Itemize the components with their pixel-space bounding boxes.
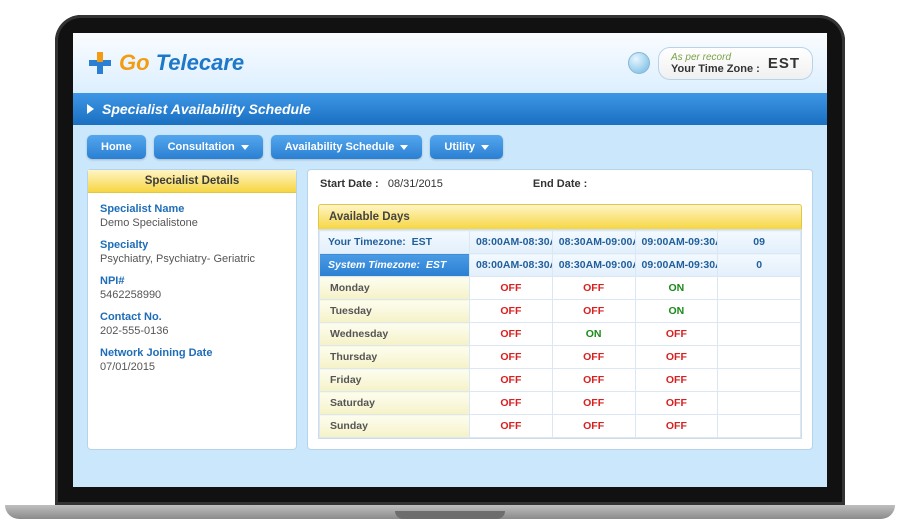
timezone-label: Your Time Zone : bbox=[671, 63, 760, 75]
day-cell: Sunday bbox=[320, 415, 470, 438]
availability-cell[interactable]: OFF bbox=[552, 415, 635, 438]
specialist-details-panel: Specialist Details Specialist Name Demo … bbox=[87, 169, 297, 450]
nav-consultation[interactable]: Consultation bbox=[154, 135, 263, 159]
globe-icon bbox=[628, 52, 650, 74]
arrow-right-icon bbox=[87, 104, 94, 114]
label-join-date: Network Joining Date bbox=[100, 347, 284, 359]
availability-cell[interactable] bbox=[718, 369, 801, 392]
timezone-box: As per record Your Time Zone : EST bbox=[658, 47, 813, 80]
slot-header: 08:00AM-08:30AM bbox=[470, 231, 553, 254]
start-date-value: 08/31/2015 bbox=[388, 178, 443, 190]
app-screen: Go Telecare As per record Your Time Zone… bbox=[73, 33, 827, 487]
logo-icon bbox=[87, 50, 113, 76]
header: Go Telecare As per record Your Time Zone… bbox=[73, 33, 827, 93]
value-specialty: Psychiatry, Psychiatry- Geriatric bbox=[100, 253, 284, 265]
available-days-header: Available Days bbox=[318, 204, 802, 229]
availability-cell[interactable] bbox=[718, 415, 801, 438]
date-filter: Start Date : 08/31/2015 End Date : bbox=[308, 170, 812, 198]
day-cell: Thursday bbox=[320, 346, 470, 369]
availability-cell[interactable]: OFF bbox=[470, 323, 553, 346]
slot-header: 08:30AM-09:00AM bbox=[552, 254, 635, 277]
day-cell: Wednesday bbox=[320, 323, 470, 346]
nav-availability[interactable]: Availability Schedule bbox=[271, 135, 423, 159]
availability-cell[interactable]: OFF bbox=[635, 323, 718, 346]
availability-cell[interactable] bbox=[718, 277, 801, 300]
day-cell: Tuesday bbox=[320, 300, 470, 323]
chevron-down-icon bbox=[400, 145, 408, 150]
availability-cell[interactable] bbox=[718, 392, 801, 415]
availability-cell[interactable]: OFF bbox=[635, 415, 718, 438]
end-date-label: End Date : bbox=[533, 178, 587, 190]
availability-cell[interactable]: OFF bbox=[552, 392, 635, 415]
chevron-down-icon bbox=[481, 145, 489, 150]
laptop-notch bbox=[395, 511, 505, 519]
brand-logo[interactable]: Go Telecare bbox=[87, 50, 244, 76]
label-contact: Contact No. bbox=[100, 311, 284, 323]
schedule-panel: Start Date : 08/31/2015 End Date : Avail… bbox=[307, 169, 813, 450]
page-title: Specialist Availability Schedule bbox=[102, 101, 311, 117]
availability-cell[interactable]: OFF bbox=[552, 346, 635, 369]
nav-home[interactable]: Home bbox=[87, 135, 146, 159]
slot-header: 09:00AM-09:30AM bbox=[635, 231, 718, 254]
timezone-hint: As per record bbox=[671, 52, 760, 63]
availability-cell[interactable]: OFF bbox=[470, 277, 553, 300]
chevron-down-icon bbox=[241, 145, 249, 150]
availability-cell[interactable]: OFF bbox=[552, 300, 635, 323]
user-tz-cell: Your Timezone: EST bbox=[320, 231, 470, 254]
nav-utility[interactable]: Utility bbox=[430, 135, 503, 159]
start-date-label: Start Date : bbox=[320, 178, 379, 190]
availability-cell[interactable]: OFF bbox=[635, 369, 718, 392]
value-npi: 5462258990 bbox=[100, 289, 284, 301]
availability-cell[interactable] bbox=[718, 346, 801, 369]
availability-cell[interactable]: OFF bbox=[635, 392, 718, 415]
availability-cell[interactable]: ON bbox=[635, 300, 718, 323]
slot-header: 09:00AM-09:30AM bbox=[635, 254, 718, 277]
availability-cell[interactable]: OFF bbox=[552, 369, 635, 392]
label-specialist-name: Specialist Name bbox=[100, 203, 284, 215]
nav-bar: Home Consultation Availability Schedule … bbox=[73, 125, 827, 169]
slot-header: 08:30AM-09:00AM bbox=[552, 231, 635, 254]
slot-header: 0 bbox=[718, 254, 801, 277]
availability-cell[interactable]: ON bbox=[635, 277, 718, 300]
availability-cell[interactable]: OFF bbox=[470, 392, 553, 415]
availability-grid: Your Timezone: EST08:00AM-08:30AM08:30AM… bbox=[318, 229, 802, 439]
system-tz-cell: System Timezone: EST bbox=[320, 254, 470, 277]
laptop-frame: Go Telecare As per record Your Time Zone… bbox=[55, 15, 845, 505]
availability-cell[interactable]: OFF bbox=[470, 300, 553, 323]
slot-header: 09 bbox=[718, 231, 801, 254]
slot-header: 08:00AM-08:30AM bbox=[470, 254, 553, 277]
availability-cell[interactable]: OFF bbox=[470, 369, 553, 392]
panel-header: Specialist Details bbox=[88, 170, 296, 193]
logo-text: Go Telecare bbox=[119, 50, 244, 76]
label-specialty: Specialty bbox=[100, 239, 284, 251]
value-join-date: 07/01/2015 bbox=[100, 361, 284, 373]
availability-cell[interactable]: OFF bbox=[552, 277, 635, 300]
availability-cell[interactable] bbox=[718, 323, 801, 346]
day-cell: Friday bbox=[320, 369, 470, 392]
availability-cell[interactable]: ON bbox=[552, 323, 635, 346]
day-cell: Saturday bbox=[320, 392, 470, 415]
timezone-value: EST bbox=[768, 55, 800, 72]
value-contact: 202-555-0136 bbox=[100, 325, 284, 337]
page-title-bar: Specialist Availability Schedule bbox=[73, 93, 827, 125]
availability-cell[interactable]: OFF bbox=[635, 346, 718, 369]
availability-cell[interactable] bbox=[718, 300, 801, 323]
value-specialist-name: Demo Specialistone bbox=[100, 217, 284, 229]
label-npi: NPI# bbox=[100, 275, 284, 287]
day-cell: Monday bbox=[320, 277, 470, 300]
availability-cell[interactable]: OFF bbox=[470, 415, 553, 438]
availability-cell[interactable]: OFF bbox=[470, 346, 553, 369]
